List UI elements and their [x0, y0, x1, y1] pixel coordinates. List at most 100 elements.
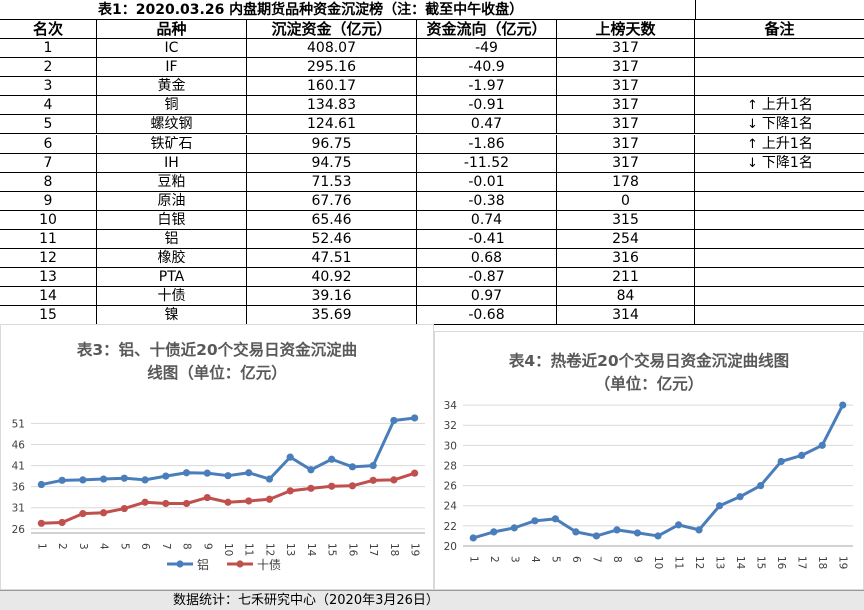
- data-point: [572, 528, 580, 536]
- x-tick-label: 18: [388, 543, 400, 556]
- data-point: [79, 476, 87, 484]
- variety-cell: 豆粕: [97, 172, 247, 192]
- data-point: [839, 401, 847, 409]
- data-point: [469, 534, 477, 542]
- y-tick-label: 28: [444, 460, 457, 472]
- data-point: [37, 480, 45, 489]
- y-tick-label: 30: [444, 440, 457, 452]
- variety-cell: PTA: [97, 268, 247, 288]
- rank-cell: 8: [0, 172, 97, 192]
- x-tick-label: 1: [467, 556, 479, 563]
- data-point: [654, 532, 662, 540]
- data-point: [592, 532, 601, 540]
- data-point: [633, 529, 642, 537]
- days-cell: 317: [557, 77, 695, 97]
- variety-cell: IC: [97, 39, 247, 58]
- note-cell: [695, 211, 864, 230]
- column-header: 品种: [97, 20, 247, 39]
- x-tick-label: 3: [508, 556, 520, 563]
- x-tick-label: 6: [139, 543, 151, 550]
- chart3-title-line2: 线图（单位：亿元）: [147, 364, 287, 382]
- column-header: 备注: [695, 20, 864, 39]
- x-tick-label: 4: [529, 556, 541, 563]
- rank-cell: 7: [0, 153, 97, 173]
- x-tick-label: 12: [693, 556, 705, 569]
- days-cell: 178: [557, 172, 695, 192]
- note-cell: [695, 39, 864, 58]
- column-header: 沉淀资金（亿元）: [247, 20, 417, 39]
- capital-cell: 124.61: [247, 115, 417, 135]
- rank-cell: 11: [0, 230, 97, 249]
- table-row: 13 PTA 40.92 -0.87 211: [0, 268, 864, 288]
- x-tick-label: 15: [755, 556, 767, 569]
- capital-cell: 47.51: [247, 249, 417, 269]
- days-cell: 317: [557, 134, 695, 154]
- note-cell: ↓ 下降1名: [695, 154, 864, 173]
- rank-change-label: 上升1名: [761, 135, 813, 152]
- data-point: [58, 476, 66, 484]
- x-tick-label: 13: [284, 543, 296, 556]
- table-row: 7 IH 94.75 -11.52 317 ↓ 下降1名: [0, 153, 864, 173]
- data-point: [818, 441, 826, 449]
- data-point: [265, 495, 274, 503]
- variety-cell: IF: [97, 58, 247, 78]
- data-point: [715, 502, 724, 510]
- x-tick-label: 19: [409, 543, 421, 556]
- data-point: [79, 510, 87, 518]
- flow-cell: 0.68: [417, 249, 557, 269]
- flow-cell: 0.47: [417, 115, 557, 135]
- data-point: [551, 515, 559, 523]
- capital-cell: 96.75: [247, 134, 417, 154]
- data-point: [736, 493, 744, 501]
- table-row: 9 原油 67.76 -0.38 0: [0, 191, 864, 211]
- x-tick-label: 7: [160, 543, 172, 550]
- x-tick-label: 10: [652, 556, 664, 569]
- rank-cell: 10: [0, 210, 97, 230]
- y-tick-label: 26: [444, 481, 458, 493]
- table-row: 11 铝 52.46 -0.41 254: [0, 230, 864, 249]
- days-cell: 317: [557, 96, 695, 116]
- footer-source: 数据统计：七禾研究中心（2020年3月26日）: [173, 593, 439, 608]
- y-tick-label: 36: [12, 482, 26, 494]
- data-point: [757, 482, 765, 490]
- note-cell: [695, 268, 864, 288]
- y-tick-label: 51: [12, 418, 25, 430]
- table-row: 10 白银 65.46 0.74 315: [0, 210, 864, 230]
- y-tick-label: 34: [444, 400, 458, 412]
- data-point: [411, 414, 419, 422]
- data-point: [286, 487, 294, 495]
- variety-cell: 铝: [97, 230, 247, 249]
- data-point: [307, 484, 315, 492]
- x-tick-label: 11: [673, 556, 685, 569]
- legend-marker: [176, 560, 184, 568]
- variety-cell: 铁矿石: [97, 134, 247, 154]
- days-cell: 316: [557, 249, 695, 269]
- x-tick-label: 8: [611, 556, 623, 563]
- flow-cell: 0.97: [417, 287, 557, 307]
- x-tick-label: 15: [326, 543, 338, 556]
- x-tick-label: 4: [98, 543, 110, 550]
- data-point: [162, 472, 170, 480]
- data-point: [203, 469, 211, 477]
- data-point: [58, 518, 66, 527]
- y-tick-label: 46: [12, 440, 26, 452]
- note-cell: ↓ 下降1名: [695, 115, 864, 135]
- data-point: [411, 469, 419, 477]
- rank-cell: 9: [0, 191, 97, 211]
- flow-cell: -0.87: [417, 268, 557, 288]
- flow-cell: -11.52: [417, 153, 557, 173]
- rank-cell: 3: [0, 77, 97, 97]
- data-point: [141, 498, 149, 506]
- table-row: 1 IC 408.07 -49 317: [0, 39, 864, 58]
- rank-change-label: 下降1名: [761, 116, 813, 133]
- rank-cell: 5: [0, 115, 97, 135]
- x-tick-label: 8: [181, 543, 193, 550]
- capital-cell: 35.69: [247, 306, 417, 326]
- x-tick-label: 1: [35, 543, 47, 550]
- note-cell: [695, 287, 864, 307]
- table-row: 8 豆粕 71.53 -0.01 178: [0, 172, 864, 192]
- rank-change-note: ↑ 上升1名: [695, 135, 864, 153]
- data-point: [120, 504, 128, 513]
- variety-cell: 螺纹钢: [97, 115, 247, 135]
- arrow-up-icon: ↑: [747, 136, 758, 152]
